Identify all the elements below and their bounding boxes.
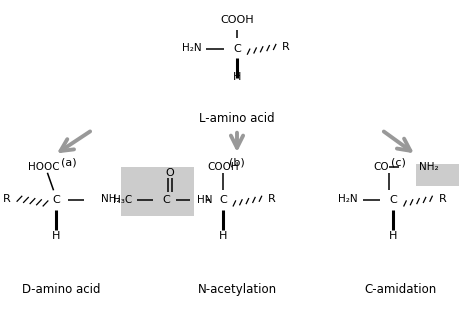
Text: H: H [389, 231, 398, 241]
Text: H₂N: H₂N [338, 194, 358, 204]
Text: D-amino acid: D-amino acid [22, 283, 101, 296]
Text: C: C [52, 195, 60, 205]
Text: R: R [282, 42, 290, 52]
Text: H₃C: H₃C [112, 195, 132, 205]
Text: (c): (c) [391, 158, 406, 168]
Text: HN: HN [197, 195, 212, 205]
Text: C: C [219, 195, 227, 205]
Text: L-amino acid: L-amino acid [199, 112, 275, 126]
Text: HOOC: HOOC [28, 162, 60, 172]
Text: (a): (a) [61, 158, 76, 168]
Text: COOH: COOH [207, 162, 238, 172]
Text: (b): (b) [229, 158, 245, 168]
Text: N-acetylation: N-acetylation [198, 283, 276, 296]
Bar [416, 164, 459, 186]
Text: C: C [162, 195, 170, 205]
Text: R: R [438, 194, 446, 204]
Text: R: R [3, 194, 11, 204]
Text: O: O [165, 168, 174, 178]
Text: NH₂: NH₂ [101, 194, 120, 204]
Text: CO: CO [373, 162, 389, 172]
Text: H: H [52, 231, 60, 241]
Text: H: H [219, 231, 227, 241]
Text: C: C [233, 44, 241, 54]
Text: NH₂: NH₂ [419, 162, 439, 172]
Bar [121, 167, 194, 216]
Text: R: R [268, 194, 275, 204]
Text: H₂N: H₂N [182, 43, 201, 53]
Text: C-amidation: C-amidation [365, 283, 437, 296]
Text: C: C [390, 195, 397, 205]
Text: H: H [233, 72, 241, 82]
Text: COOH: COOH [220, 15, 254, 25]
